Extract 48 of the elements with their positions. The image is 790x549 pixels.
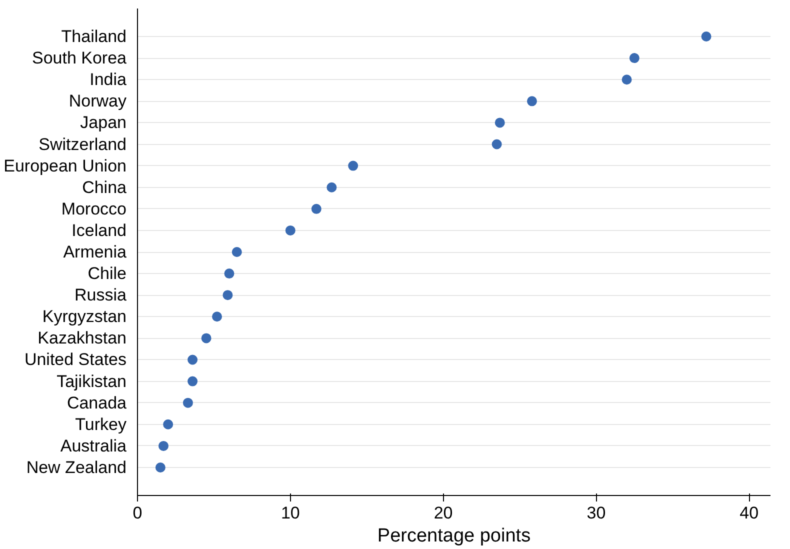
- y-tick-label: Thailand: [61, 27, 127, 46]
- y-tick-label: South Korea: [32, 48, 128, 68]
- y-tick-label: Kazakhstan: [38, 328, 127, 348]
- y-tick-label: Iceland: [72, 220, 127, 240]
- point: [629, 53, 640, 64]
- y-tick-label: Russia: [74, 286, 128, 305]
- x-tick-label: 30: [586, 504, 606, 522]
- point: [494, 118, 505, 128]
- x-axis-title: Percentage points: [377, 526, 531, 546]
- y-tick-label: European Union: [4, 156, 127, 176]
- y-tick-label: Japan: [80, 113, 127, 132]
- y-tick-label: New Zealand: [26, 458, 127, 477]
- y-tick-label: Morocco: [61, 199, 126, 218]
- point: [212, 312, 222, 322]
- point: [232, 247, 242, 257]
- y-tick-label: Turkey: [75, 414, 127, 434]
- x-tick-label: 20: [434, 504, 453, 522]
- point: [188, 354, 198, 365]
- point: [285, 225, 296, 236]
- y-tick-label: United States: [24, 350, 127, 370]
- y-tick-label: India: [90, 70, 128, 90]
- point: [224, 268, 234, 279]
- x-tick-label: 0: [132, 504, 142, 522]
- y-tick-label: Canada: [66, 393, 128, 412]
- point: [201, 333, 212, 344]
- y-tick-label: Chile: [88, 264, 127, 284]
- point: [182, 398, 193, 408]
- y-tick-label: Armenia: [63, 242, 128, 262]
- point: [526, 96, 537, 106]
- point: [701, 32, 712, 42]
- point: [622, 74, 632, 85]
- y-tick-label: Switzerland: [38, 134, 127, 154]
- point: [163, 419, 174, 430]
- point: [311, 204, 322, 214]
- y-tick-label: Kyrgyzstan: [42, 307, 127, 326]
- y-tick-label: Australia: [60, 436, 128, 456]
- y-tick-label: Norway: [68, 92, 127, 111]
- point: [222, 290, 233, 300]
- point: [326, 182, 337, 192]
- y-tick-label: Tajikistan: [56, 372, 127, 391]
- point: [492, 139, 502, 150]
- point: [158, 440, 168, 451]
- x-tick-label: 10: [280, 504, 300, 522]
- point: [348, 160, 358, 171]
- point: [155, 462, 166, 472]
- point: [188, 376, 198, 386]
- y-tick-label: China: [82, 178, 128, 197]
- x-tick-label: 40: [740, 504, 759, 522]
